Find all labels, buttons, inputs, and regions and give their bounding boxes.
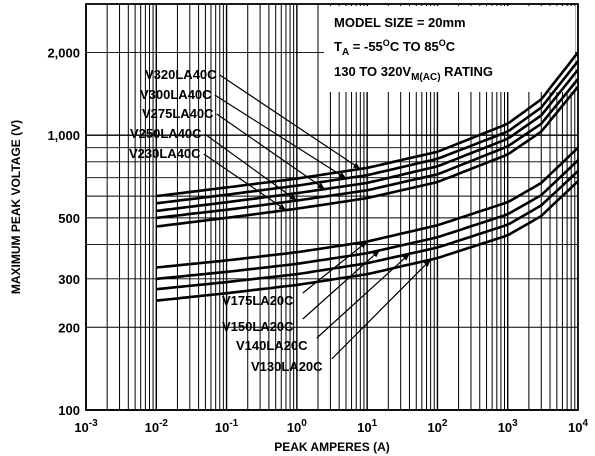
leader-arrow-v320la40c	[352, 162, 361, 169]
series-line-v150la20c	[156, 159, 579, 281]
curve-label-v230la40c: V230LA40C	[129, 146, 201, 161]
annotation-rating: 130 TO 320VM(AC) RATING	[334, 64, 493, 83]
x-tick-label: 102	[427, 418, 447, 435]
plot-border	[85, 3, 579, 411]
curve-label-v320la40c: V320LA40C	[145, 67, 217, 82]
y-tick-label: 1,000	[47, 128, 80, 143]
leader-arrow-v150la20c	[372, 250, 380, 258]
annotation-model-size: MODEL SIZE = 20mm	[334, 15, 466, 30]
x-tick-label: 10-3	[74, 418, 98, 435]
leader-arrow-v230la40c	[278, 203, 286, 211]
leader-arrow-v300la40c	[338, 172, 346, 179]
y-tick-label: 2,000	[47, 45, 80, 60]
plot-frame	[85, 3, 579, 411]
curve-labels: V320LA40C V300LA40C V275LA40C V250LA40C V230…	[129, 67, 323, 374]
leader-line-v300la40c	[214, 94, 347, 179]
series-line-v250la40c	[156, 78, 580, 220]
leader-arrow-v250la40c	[289, 194, 297, 201]
leader-line-v175la20c	[302, 241, 368, 294]
y-tick-label: 500	[58, 211, 80, 226]
y-tick-label: 200	[58, 320, 80, 335]
y-axis-label: MAXIMUM PEAK VOLTAGE (V)	[9, 120, 23, 294]
curve-label-v175la20c: V175LA20C	[222, 293, 294, 308]
leader-line-v130la20c	[331, 259, 432, 360]
leader-line-v275la40c	[216, 113, 326, 190]
y-tick-label: 300	[58, 272, 80, 287]
annotation-box	[324, 6, 575, 92]
curve-label-v150la20c: V150LA20C	[222, 319, 294, 334]
series-line-v300la40c	[156, 60, 580, 205]
y-tick-labels: 100 200 300 500 1,000 2,000	[47, 45, 80, 418]
series-line-v275la40c	[156, 68, 580, 213]
series-line-v320la40c	[156, 51, 580, 198]
leader-arrow-v140la20c	[402, 253, 410, 261]
x-tick-label: 101	[357, 418, 377, 435]
leader-arrow-v275la40c	[317, 182, 325, 190]
x-tick-labels: 10-3 10-2 10-1 100 101 102 103 104	[74, 418, 588, 435]
x-tick-label: 10-2	[145, 418, 169, 435]
leader-arrow-v175la20c	[359, 241, 368, 249]
annotation-box-bg	[324, 6, 575, 92]
x-tick-label: 10-1	[215, 418, 239, 435]
series-line-v140la20c	[156, 170, 579, 291]
curve-label-v130la20c: V130LA20C	[251, 359, 323, 374]
leader-line-v150la20c	[302, 249, 380, 320]
x-axis-label: PEAK AMPERES (A)	[274, 440, 390, 454]
y-tick-label: 100	[58, 403, 80, 418]
leader-line-v230la40c	[203, 153, 287, 211]
curve-label-v300la40c: V300LA40C	[140, 87, 212, 102]
x-tick-label: 104	[568, 418, 588, 435]
series-lines	[156, 51, 580, 302]
label-leaders	[203, 74, 432, 360]
curve-label-v250la40c: V250LA40C	[130, 126, 202, 141]
series-line-v130la20c	[156, 180, 579, 302]
curve-label-v140la20c: V140LA20C	[236, 338, 308, 353]
x-tick-label: 100	[287, 418, 307, 435]
leader-arrow-v130la20c	[423, 259, 431, 267]
x-tick-label: 103	[498, 418, 518, 435]
leader-line-v320la40c	[219, 74, 361, 170]
curve-label-v275la40c: V275LA40C	[142, 106, 214, 121]
series-line-v230la40c	[156, 85, 580, 228]
leader-line-v250la40c	[204, 133, 298, 202]
leader-line-v140la20c	[316, 253, 410, 339]
annotation-temperature: TA = -55OC TO 85OC	[334, 38, 456, 58]
